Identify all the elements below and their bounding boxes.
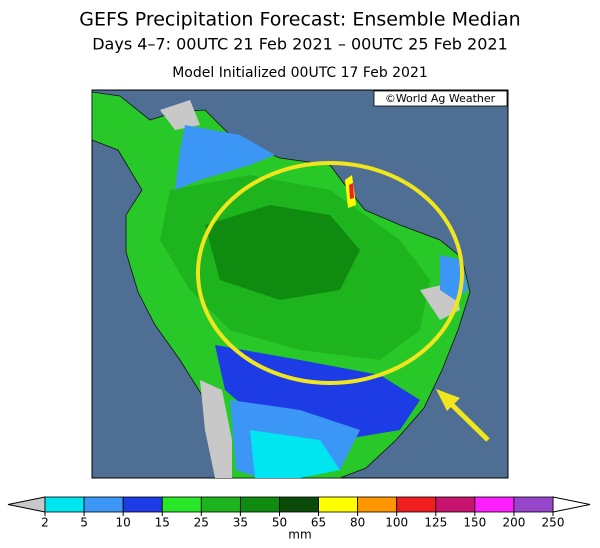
unit-label: mm [288,528,311,542]
region [250,430,340,478]
color-swatch [122,496,163,513]
color-swatch [161,496,202,513]
tick-label: 15 [155,516,170,530]
color-swatch [318,496,359,513]
colorbar: 2 5 10 15 25 35 50 65 80 100 125 150 200 250 [7,496,591,530]
tick-label: 150 [463,516,486,530]
color-swatch [279,496,319,513]
map: ©World Ag Weather [91,89,509,479]
region [175,125,275,190]
tick-label: 35 [233,516,248,530]
arrow-head [436,389,460,411]
tick-label: 80 [350,516,365,530]
tick-label: 10 [116,516,131,530]
color-swatch [44,496,85,513]
credit: ©World Ag Weather [385,92,496,105]
tick-label: 125 [424,516,447,530]
color-swatch [513,496,554,513]
region [160,100,200,130]
over-triangle [552,496,591,513]
color-swatch [357,496,398,513]
color-swatch [474,496,515,513]
tick-label: 5 [80,516,88,530]
tick-label: 200 [502,516,525,530]
tick-label: 25 [194,516,209,530]
title: GEFS Precipitation Forecast: Ensemble Me… [79,9,520,31]
color-swatch [200,496,241,513]
color-swatch [239,496,280,513]
tick-label: 50 [272,516,287,530]
color-swatch [83,496,124,513]
credit-box [373,90,508,107]
tick-label: 250 [542,516,565,530]
tick-label: 2 [41,516,49,530]
color-swatch [435,496,476,513]
region [349,183,354,199]
under-triangle [7,496,46,513]
region [200,380,232,478]
init-time: Model Initialized 00UTC 17 Feb 2021 [172,65,428,81]
region [205,205,360,300]
highlight-ellipse [196,161,464,385]
tick-label: 65 [311,516,326,530]
tick-label: 100 [385,516,408,530]
subtitle: Days 4–7: 00UTC 21 Feb 2021 – 00UTC 25 F… [92,35,508,54]
color-swatch [396,496,437,513]
